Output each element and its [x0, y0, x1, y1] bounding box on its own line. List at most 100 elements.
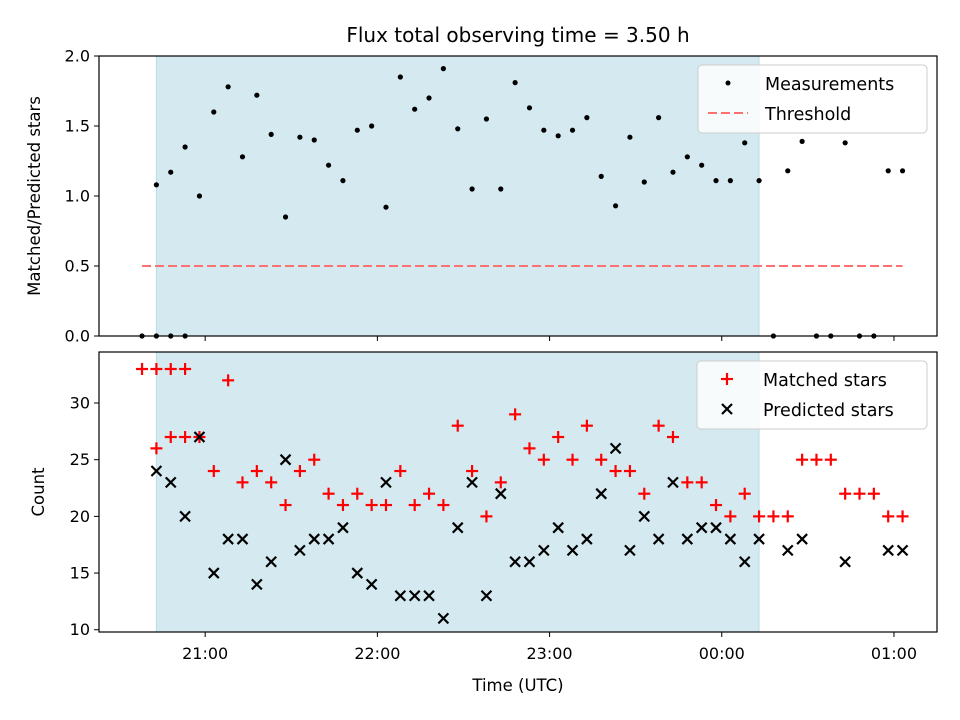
predicted-stars-point	[753, 533, 765, 545]
predicted-stars-point	[695, 521, 708, 534]
matched-stars-point	[767, 510, 780, 523]
matched-stars-point	[222, 374, 235, 387]
y-tick-label: 15	[70, 564, 90, 583]
matched-stars-point	[150, 363, 163, 376]
matched-stars-point	[336, 499, 349, 512]
measurement-point	[885, 168, 891, 174]
matched-stars-point	[379, 499, 392, 512]
matched-stars-point	[552, 431, 565, 444]
measurement-point	[612, 203, 619, 209]
matched-stars-point	[293, 465, 306, 478]
predicted-stars-point	[150, 465, 163, 477]
matched-stars-point	[896, 510, 909, 523]
measurement-point	[239, 154, 246, 160]
measurement-point	[656, 115, 662, 121]
bottom-x-ticks: 21:00 22:00 23:00 00:00 01:00	[182, 632, 917, 663]
matched-stars-point	[537, 453, 550, 466]
measurement-point	[426, 95, 432, 101]
predicted-stars-point	[724, 533, 737, 545]
predicted-stars-point	[839, 555, 851, 568]
matched-stars-point	[408, 499, 421, 512]
predicted-stars-point	[595, 487, 608, 500]
matched-stars-point	[810, 453, 823, 466]
top-legend-box	[697, 64, 928, 134]
predicted-stars-point	[638, 510, 651, 523]
predicted-stars-point	[624, 544, 636, 557]
measurement-point	[785, 168, 791, 174]
predicted-stars-point	[652, 533, 665, 545]
matched-stars-point	[164, 431, 177, 444]
y-tick-label: 25	[70, 450, 90, 469]
predicted-stars-point	[236, 533, 249, 545]
matched-stars-point	[666, 431, 679, 444]
predicted-stars-point	[164, 476, 177, 489]
matched-stars-point	[580, 419, 593, 432]
matched-stars-point	[882, 510, 895, 523]
predicted-stars-point	[265, 555, 277, 568]
matched-stars-point	[365, 499, 378, 512]
top-y-axis-label: Matched/Predicted stars	[25, 96, 44, 296]
predicted-stars-point	[509, 555, 521, 568]
matched-stars-point	[136, 363, 149, 376]
measurement-point	[541, 127, 547, 133]
bottom-axes-frame	[98, 351, 938, 633]
predicted-stars-point	[351, 567, 364, 579]
matched-stars-point	[394, 465, 407, 478]
y-tick-label: 30	[70, 394, 90, 413]
matched-stars-point	[250, 465, 263, 478]
measurement-point	[799, 138, 805, 144]
measurement-point	[641, 179, 647, 185]
measurement-point	[369, 123, 375, 129]
measurement-point	[756, 178, 762, 184]
matched-stars-point	[595, 453, 608, 466]
measurement-point	[440, 66, 446, 72]
matched-stars-point	[681, 476, 694, 489]
predicted-stars-point	[251, 578, 263, 591]
measurement-point	[742, 140, 748, 146]
measurement-point	[512, 80, 518, 86]
bottom-shaded-window	[155, 351, 760, 633]
predicted-stars-point	[566, 544, 579, 557]
matched-stars-point	[853, 487, 866, 500]
predicted-stars-point	[538, 544, 550, 557]
matched-stars-point	[623, 465, 636, 478]
measurement-point	[584, 115, 590, 121]
measurement-point	[498, 186, 504, 192]
measurement-point	[225, 84, 231, 90]
y-tick-label: 10	[70, 620, 90, 639]
predicted-stars-point	[581, 533, 593, 545]
legend-measurements-label: Measurements	[765, 75, 894, 95]
matched-stars-point	[824, 453, 837, 466]
predicted-stars-point	[308, 533, 321, 545]
measurement-point	[211, 109, 217, 115]
predicted-stars-point	[710, 521, 722, 534]
bottom-series	[136, 363, 909, 625]
measurement-point	[182, 144, 188, 150]
predicted-stars-point	[882, 544, 894, 557]
predicted-stars-point	[738, 555, 751, 568]
bottom-panel: 10 15 20 25 30 21:00 22:00 23:00 00:00 01:00 Cou…	[29, 351, 938, 695]
matched-stars-point	[509, 408, 522, 421]
matched-stars-point	[207, 465, 220, 478]
matched-stars-point	[695, 476, 708, 489]
chart-title: Flux total observing time = 3.50 h	[346, 23, 689, 47]
measurement-point	[555, 133, 561, 139]
legend-measurements-marker	[725, 80, 731, 86]
matched-stars-point	[179, 363, 192, 376]
measurement-point	[153, 182, 159, 188]
measurement-point	[899, 168, 906, 174]
legend-predicted-marker	[721, 403, 733, 415]
matched-stars-point	[466, 465, 479, 478]
measurement-point	[699, 162, 705, 168]
measurement-point	[526, 105, 533, 111]
measurement-point	[254, 92, 260, 98]
x-axis-label: Time (UTC)	[471, 676, 563, 695]
legend-threshold-label: Threshold	[764, 105, 851, 125]
measurement-point	[196, 193, 203, 199]
matched-stars-point	[494, 476, 507, 489]
predicted-stars-point	[667, 476, 679, 489]
legend-matched-marker	[721, 373, 733, 385]
predicted-stars-point	[552, 521, 564, 534]
matched-stars-point	[839, 487, 852, 500]
